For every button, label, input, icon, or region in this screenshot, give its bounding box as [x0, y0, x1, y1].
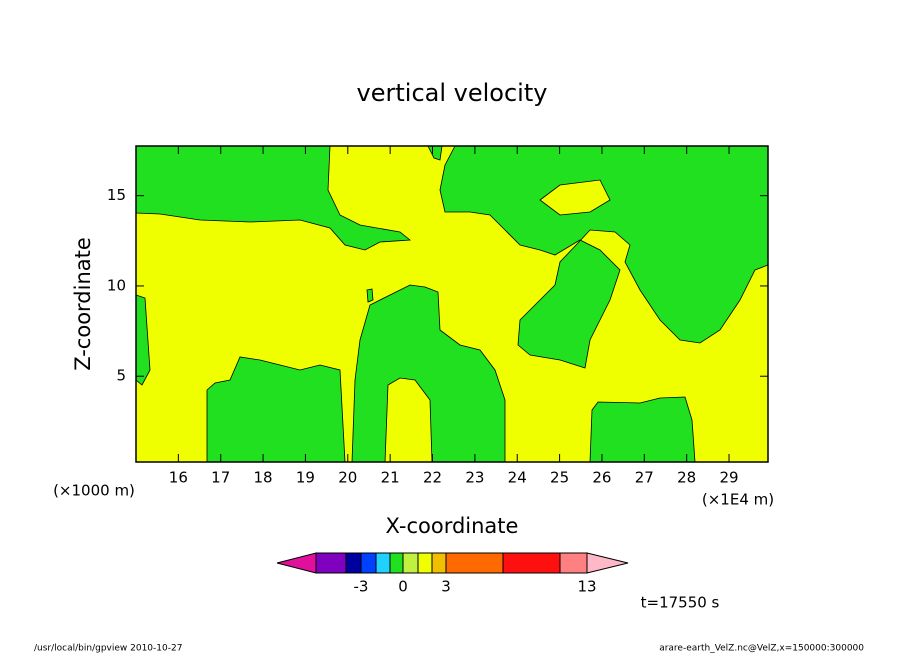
colorbar-swatch — [586, 552, 629, 574]
field-region — [135, 145, 412, 251]
x-tick-label: 20 — [338, 469, 357, 487]
x-tick-label: 18 — [254, 469, 273, 487]
chart-title: vertical velocity — [357, 79, 548, 107]
y-tick-label: 5 — [116, 367, 126, 385]
x-tick-label: 22 — [423, 469, 442, 487]
x-axis-title: X-coordinate — [386, 514, 519, 538]
colorbar-swatch — [445, 552, 504, 574]
x-unit: (×1E4 m) — [702, 491, 774, 509]
field-hole — [539, 179, 611, 216]
colorbar-swatch — [389, 552, 404, 574]
colorbar-tick-label: 3 — [441, 578, 451, 596]
colorbar-swatch — [502, 552, 561, 574]
y-unit: (×1000 m) — [53, 482, 135, 500]
x-tick-label: 27 — [635, 469, 654, 487]
field-region — [206, 356, 346, 463]
x-tick-label: 28 — [677, 469, 696, 487]
x-tick-label: 23 — [465, 469, 484, 487]
x-tick-label: 17 — [211, 469, 230, 487]
colorbar-swatch — [559, 552, 588, 574]
x-tick-label: 16 — [169, 469, 188, 487]
colorbar-swatch — [276, 552, 317, 574]
x-tick-label: 24 — [508, 469, 527, 487]
field-region — [439, 145, 769, 369]
colorbar-swatch — [402, 552, 419, 574]
x-tick-label: 26 — [592, 469, 611, 487]
contour-field — [135, 145, 769, 463]
footer-right: arare-earth_VelZ.nc@VelZ,x=150000:300000 — [659, 644, 864, 654]
field-region — [589, 396, 696, 463]
field-region — [351, 284, 506, 463]
colorbar-swatch — [360, 552, 377, 574]
colorbar-swatch — [375, 552, 391, 574]
field-region — [366, 288, 374, 303]
x-tick-label: 25 — [550, 469, 569, 487]
y-tick-label: 10 — [107, 276, 126, 294]
colorbar-swatch — [431, 552, 447, 574]
footer-left: /usr/local/bin/gpview 2010-10-27 — [34, 644, 182, 654]
plot-frame — [135, 145, 769, 463]
x-tick-label: 19 — [296, 469, 315, 487]
x-tick-label: 21 — [381, 469, 400, 487]
colorbar-swatch — [345, 552, 362, 574]
colorbar-tick-label: -3 — [354, 578, 369, 596]
annotation: t=17550 s — [641, 594, 720, 612]
y-tick-label: 15 — [107, 186, 126, 204]
colorbar-swatch — [417, 552, 433, 574]
colorbar-swatch — [315, 552, 347, 574]
y-axis-title: Z-coordinate — [71, 237, 95, 371]
colorbar-tick-label: 13 — [577, 578, 596, 596]
colorbar-tick-label: 0 — [398, 578, 408, 596]
x-tick-label: 29 — [719, 469, 738, 487]
